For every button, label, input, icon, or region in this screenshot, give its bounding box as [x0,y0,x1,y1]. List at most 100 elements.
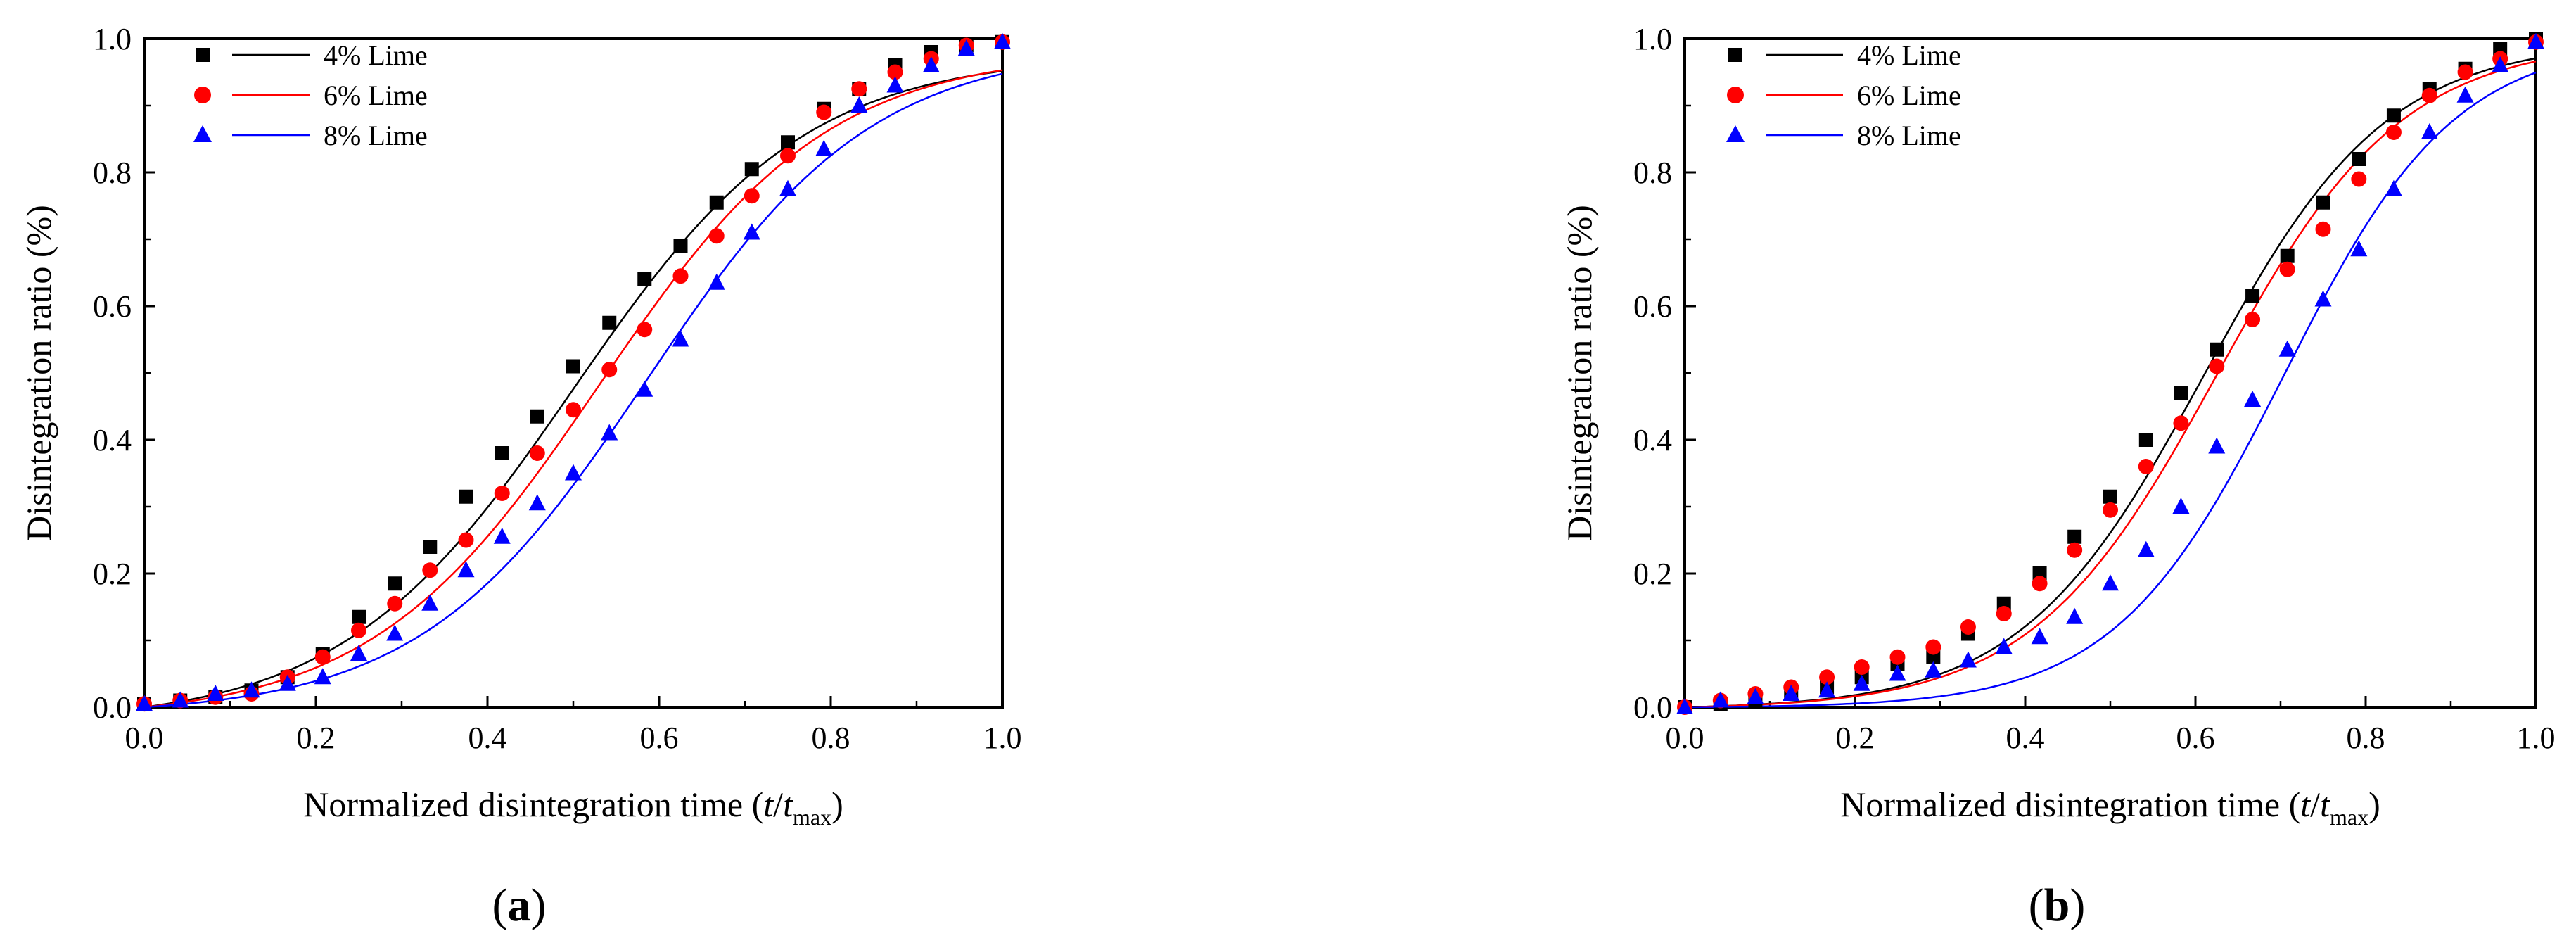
y-tick-label: 0.6 [93,289,132,324]
data-point [136,695,153,711]
data-point [708,273,725,290]
y-tick-label: 1.0 [1633,22,1672,56]
legend: 4% Lime 6% Lime 8% Lime [1726,39,1961,151]
data-point [2456,86,2474,103]
legend-marker-circle [1727,87,1744,103]
data-point [1996,606,2012,621]
data-point [2138,433,2153,447]
x-tick-label: 0.4 [2006,721,2045,755]
data-point [672,330,689,347]
fit-curve [144,70,1003,709]
x-axis-title-prefix: Normalized disintegration time ( [1840,785,2300,824]
y-tick-label: 0.2 [93,557,132,591]
data-point [2103,489,2117,504]
data-point [279,674,296,691]
data-point [2457,64,2473,80]
legend: 4% Lime 6% Lime 8% Lime [193,39,428,151]
x-axis-title: Normalized disintegration time (t/tmax) [303,785,843,830]
x-axis-title-sub: max [793,804,831,830]
data-point [994,32,1011,49]
data-point [2492,56,2509,72]
y-tick-label: 0.8 [1633,156,1672,190]
panel-caption: (a) [492,880,547,931]
data-point [2351,171,2367,187]
legend-marker-circle [194,87,211,103]
legend-entry-4-lime: 4% Lime [196,39,428,71]
legend-entry-6-lime: 6% Lime [1727,80,1961,111]
fit-curve [1684,60,2537,709]
data-point [1783,685,1800,701]
data-point [744,188,760,204]
data-point [243,681,260,698]
data-point [601,362,618,378]
data-point [781,135,795,150]
data-point [1819,669,1835,685]
data-point [672,268,689,284]
data-point [2031,628,2048,645]
data-point [422,562,438,578]
data-point [957,39,975,56]
fit-curves [144,69,1003,709]
legend-label: 6% Lime [1857,80,1961,111]
data-point [423,540,438,554]
data-point [314,649,331,665]
data-markers [136,32,1011,712]
legend-label: 6% Lime [324,80,428,111]
x-tick-label: 0.2 [1836,721,1875,755]
panel-caption: (b) [2029,880,2086,931]
fit-curve [1685,71,2537,709]
data-point [1925,661,1942,678]
legend-marker-square [1728,48,1742,62]
data-point [851,81,867,97]
x-tick-label: 0.0 [125,721,164,755]
legend-entry-8-lime: 8% Lime [193,120,428,151]
x-axis-title-var2: t [2320,785,2330,824]
x-tick-label: 1.0 [2517,721,2556,755]
x-tick-label: 0.8 [2347,721,2385,755]
panel-caption-letter: b [2044,880,2070,931]
x-axis-title-var2: t [783,785,793,824]
tick-labels: 0.0 0.2 0.4 0.6 0.8 1.0 0.0 0.2 0.4 0.6 0.8 1.0 [93,22,1022,755]
data-point [2386,108,2401,123]
data-point [458,532,474,548]
data-point [2244,391,2262,407]
data-point [2421,123,2438,139]
x-tick-label: 1.0 [983,721,1022,755]
fit-curve [1684,57,2537,709]
data-point [637,272,652,286]
data-point [780,148,796,164]
data-point [421,594,439,611]
data-point [1925,639,1941,655]
data-point [2173,415,2189,431]
legend-entry-6-lime: 6% Lime [194,80,428,111]
data-point [816,104,832,120]
data-point [566,402,581,418]
data-point [887,64,903,80]
y-tick-label: 1.0 [93,22,132,56]
y-tick-label: 0.0 [93,690,132,725]
data-point [351,622,366,638]
x-tick-label: 0.8 [812,721,850,755]
legend-marker-triangle [193,125,212,142]
plot-frame [1683,37,2537,709]
tick-labels: 0.0 0.2 0.4 0.6 0.8 1.0 0.0 0.2 0.4 0.6 0.8 1.0 [1633,22,2556,755]
x-axis-title-slash: / [2310,785,2320,824]
y-axis-title: Disintegration ratio (%) [19,205,58,541]
y-tick-label: 0.2 [1633,557,1672,591]
legend-label: 8% Lime [324,120,428,151]
data-point [2138,459,2154,474]
data-point [1854,659,1870,675]
data-point [743,223,760,240]
data-point [387,595,403,612]
data-point [709,195,724,210]
data-point [350,645,367,661]
data-point [386,624,404,641]
x-tick-label: 0.2 [297,721,336,755]
data-point [1889,649,1906,665]
y-tick-label: 0.0 [1633,690,1672,725]
data-point [529,445,545,461]
x-axis-title-sub: max [2330,804,2368,830]
data-point [2245,289,2260,303]
data-point [1959,651,1977,668]
